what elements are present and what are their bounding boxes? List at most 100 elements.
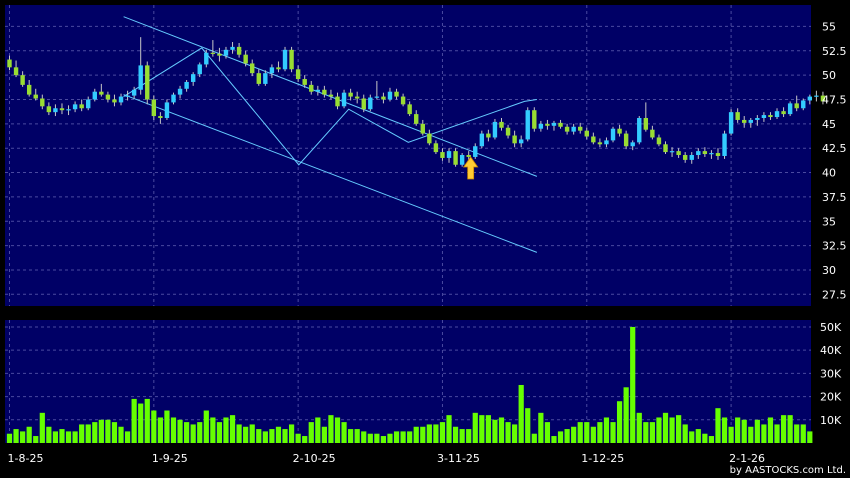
candle-body — [755, 117, 760, 120]
candle-body — [33, 94, 38, 99]
candle-body — [696, 151, 701, 156]
volume-bar — [328, 415, 334, 443]
candle-body — [682, 155, 688, 160]
candle-body — [125, 95, 130, 97]
volume-bar — [321, 426, 327, 443]
candle-body — [315, 89, 321, 92]
volume-bar — [426, 424, 432, 443]
volume-bar — [348, 429, 354, 443]
volume-bar — [203, 410, 209, 443]
candle-body — [230, 46, 235, 50]
candle-body — [40, 98, 45, 107]
volume-bar — [662, 412, 669, 443]
volume-bar — [459, 429, 465, 443]
volume-panel — [5, 320, 811, 443]
volume-bar — [288, 424, 295, 443]
volume-bar — [6, 433, 13, 443]
volume-bar — [387, 433, 393, 443]
candle-body — [354, 96, 360, 99]
volume-bar — [656, 417, 662, 443]
candle-body — [676, 151, 681, 156]
candle-body — [637, 117, 642, 143]
candle-body — [433, 143, 439, 153]
volume-bars — [6, 326, 813, 443]
candle-body — [197, 64, 202, 75]
candle-body — [309, 84, 314, 92]
volume-bar — [269, 429, 275, 443]
volume-bar — [262, 431, 268, 443]
candle-body — [131, 89, 137, 96]
candle-body — [669, 151, 675, 153]
candle-body — [532, 110, 537, 129]
candle-body — [112, 99, 117, 103]
volume-bar — [708, 436, 715, 443]
candle-body — [538, 123, 544, 129]
volume-bar — [170, 417, 177, 443]
price-tick-label: 30 — [822, 264, 836, 277]
candle-body — [269, 67, 275, 74]
candle-body — [171, 94, 176, 103]
volume-bar — [79, 424, 85, 443]
volume-bar — [393, 431, 400, 443]
candle-body — [335, 96, 340, 107]
candle-body — [118, 96, 124, 103]
date-tick-label: 1-9-25 — [152, 452, 188, 465]
volume-bar — [216, 422, 223, 443]
volume-bar — [623, 387, 629, 443]
candle-body — [545, 123, 550, 126]
candle-body — [66, 109, 71, 111]
candle-body — [801, 100, 806, 109]
volume-bar — [735, 417, 741, 443]
candle-body — [479, 133, 485, 147]
volume-bar — [525, 408, 531, 443]
trend-line — [123, 47, 537, 166]
candle-body — [276, 67, 281, 70]
candle-body — [597, 142, 603, 145]
volume-bar — [400, 431, 406, 443]
candle-body — [499, 121, 504, 128]
price-tick-label: 32.5 — [822, 240, 847, 253]
date-tick-label: 1-8-25 — [8, 452, 44, 465]
volume-bar — [46, 426, 52, 443]
volume-bar — [741, 419, 747, 443]
candle-body — [551, 122, 557, 126]
volume-bar — [223, 417, 229, 443]
volume-bar — [452, 426, 459, 443]
credit-text: by AASTOCKS.com Ltd. — [730, 465, 846, 476]
volume-bar — [695, 429, 701, 443]
volume-bar — [295, 433, 301, 443]
candle-body — [715, 153, 721, 156]
volume-bar — [518, 384, 524, 443]
volume-bar — [177, 419, 183, 443]
volume-bar — [256, 429, 262, 443]
candle-body — [92, 91, 97, 100]
candle-body — [768, 115, 773, 118]
candle-body — [453, 151, 458, 165]
date-tick-label: 2-1-26 — [729, 452, 765, 465]
volume-bar — [531, 433, 537, 443]
candle-body — [702, 151, 708, 155]
price-tick-label: 52.5 — [822, 45, 847, 58]
candle-body — [374, 96, 380, 98]
volume-bar — [466, 429, 472, 443]
candle-body — [787, 103, 793, 115]
volume-bar — [715, 408, 721, 443]
candle-body — [650, 129, 655, 138]
candle-body — [20, 75, 25, 85]
candle-body — [381, 96, 386, 100]
volume-bar — [157, 417, 163, 443]
candle-body — [184, 81, 189, 89]
volume-bar — [433, 424, 439, 443]
volume-bar — [446, 415, 452, 443]
price-axis-ticks: 55 52.5 50 47.5 45 42.5 40 37.5 35 32.5 30 27.5 — [822, 20, 847, 301]
candle-body — [86, 99, 91, 109]
candle-body — [7, 59, 12, 68]
candle-body — [263, 73, 268, 84]
price-tick-label: 55 — [822, 20, 836, 33]
price-tick-label: 40 — [822, 167, 836, 180]
candle-body — [578, 126, 583, 131]
volume-bar — [92, 422, 98, 443]
up-arrow-icon — [462, 156, 479, 180]
candle-body — [256, 73, 261, 84]
